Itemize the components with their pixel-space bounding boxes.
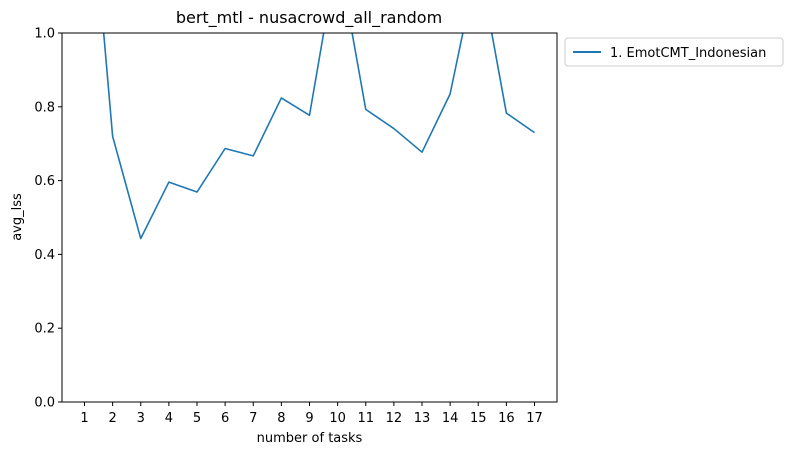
x-tick-label: 4 bbox=[165, 411, 173, 426]
y-tick-label: 0.0 bbox=[34, 396, 55, 411]
x-tick-label: 13 bbox=[414, 411, 431, 426]
y-tick-label: 1.0 bbox=[34, 27, 55, 42]
x-tick-label: 6 bbox=[221, 411, 229, 426]
legend-frame bbox=[564, 37, 784, 67]
x-tick-label: 15 bbox=[470, 411, 487, 426]
x-tick-label: 16 bbox=[498, 411, 515, 426]
y-tick-label: 0.4 bbox=[34, 248, 55, 263]
x-tick-label: 3 bbox=[137, 411, 145, 426]
x-tick-label: 2 bbox=[108, 411, 116, 426]
x-tick-label: 5 bbox=[193, 411, 201, 426]
x-axis-label: number of tasks bbox=[257, 431, 363, 446]
series-line bbox=[102, 33, 535, 240]
y-tick-label: 0.6 bbox=[34, 174, 55, 189]
x-tick-label: 1 bbox=[80, 411, 88, 426]
x-tick-label: 12 bbox=[386, 411, 403, 426]
y-tick-label: 0.2 bbox=[34, 322, 55, 337]
y-axis-label: avg_lss bbox=[10, 193, 25, 241]
legend-label: 1. EmotCMT_Indonesian bbox=[610, 46, 766, 61]
x-tick-label: 9 bbox=[305, 411, 313, 426]
y-axis-ticks: 0.0 0.2 0.4 0.6 0.8 1.0 bbox=[34, 27, 62, 411]
legend: 1. EmotCMT_Indonesian bbox=[564, 37, 784, 67]
x-tick-label: 8 bbox=[277, 411, 285, 426]
x-tick-label: 11 bbox=[357, 411, 374, 426]
x-tick-label: 10 bbox=[329, 411, 346, 426]
x-tick-label: 14 bbox=[442, 411, 459, 426]
x-tick-label: 7 bbox=[249, 411, 257, 426]
plot-frame bbox=[61, 32, 558, 403]
x-tick-label: 17 bbox=[526, 411, 543, 426]
chart-title: bert_mtl - nusacrowd_all_random bbox=[176, 8, 442, 28]
series-layer bbox=[102, 33, 535, 240]
y-tick-label: 0.8 bbox=[34, 100, 55, 115]
x-axis-ticks: 1 2 3 4 5 6 7 8 9 10 11 12 13 14 15 16 17 bbox=[80, 402, 543, 426]
